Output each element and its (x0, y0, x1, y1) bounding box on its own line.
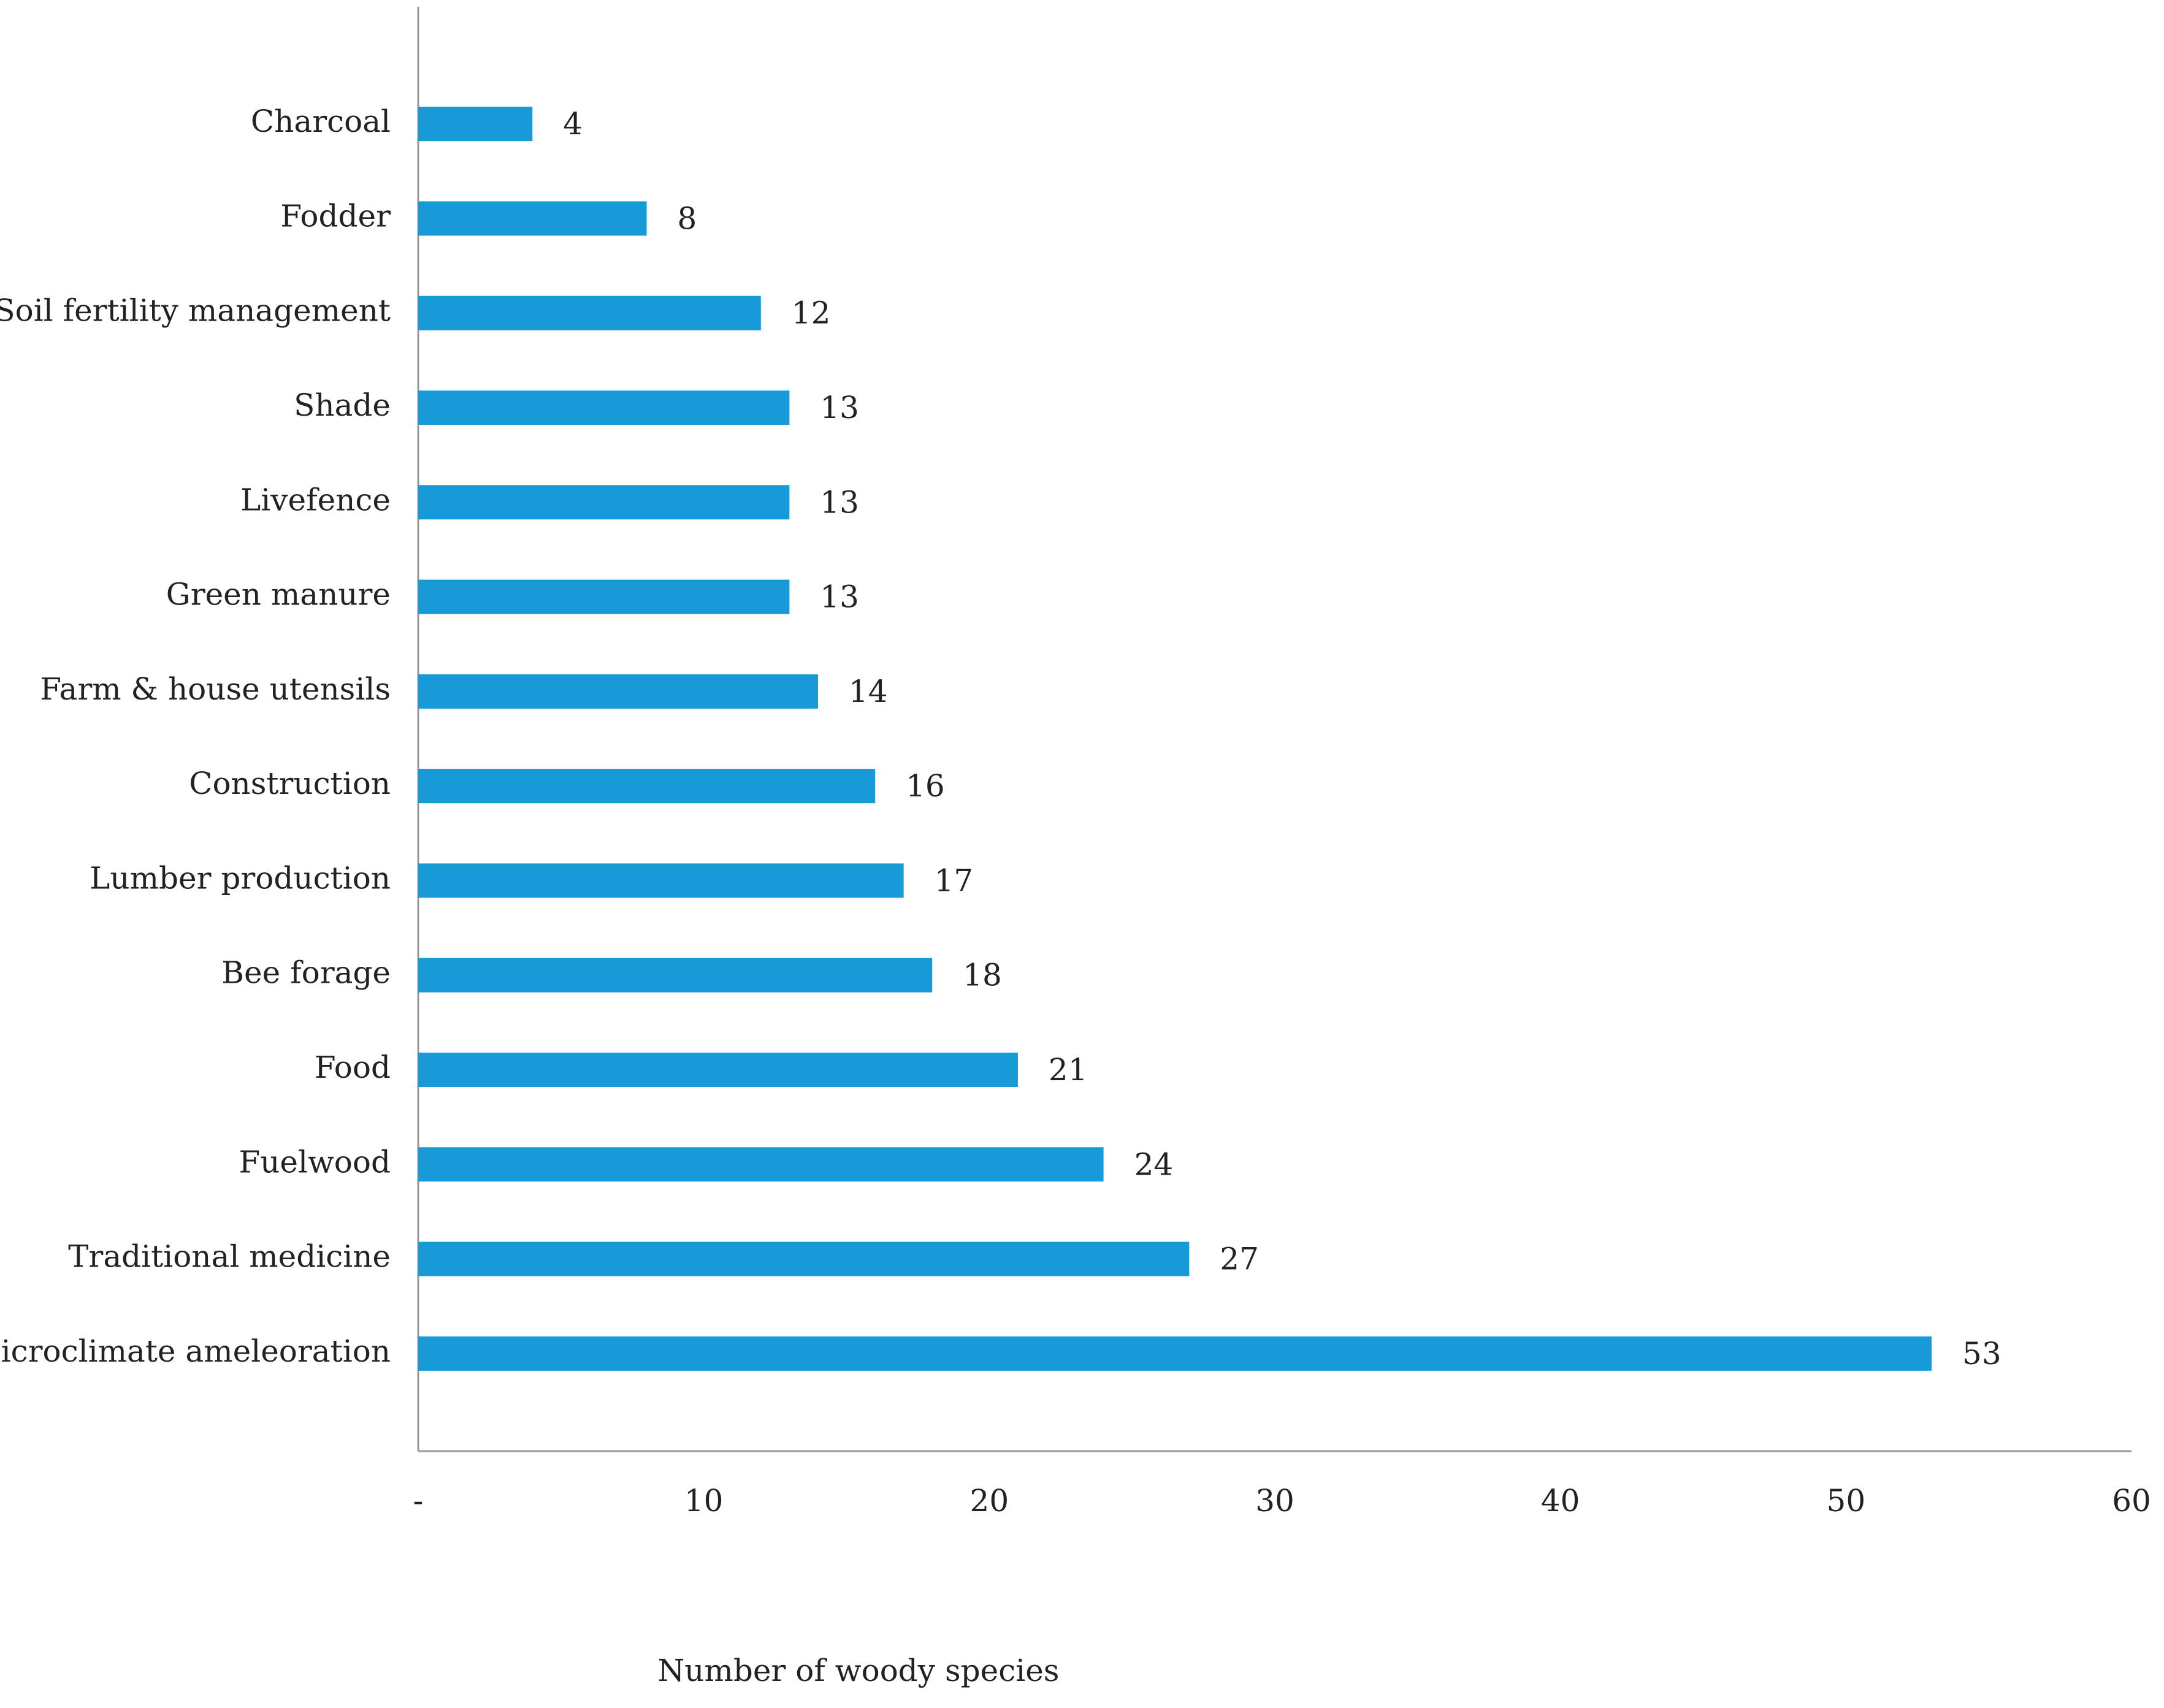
y-tick-label: Construction (189, 766, 391, 801)
bar (418, 1241, 1190, 1276)
bar (418, 579, 790, 614)
x-tick-label: 40 (1541, 1483, 1580, 1519)
value-label: 16 (906, 768, 945, 804)
y-tick-label: Traditional medicine (68, 1239, 391, 1275)
bar (418, 1053, 1018, 1087)
value-label: 8 (678, 200, 697, 236)
y-tick-label: Bee forage (221, 955, 391, 991)
value-label: 4 (563, 106, 583, 142)
x-tick-label: 30 (1255, 1483, 1294, 1519)
value-label: 12 (792, 295, 831, 331)
x-axis-title: Number of woody species (658, 1653, 1060, 1688)
value-label: 17 (935, 863, 974, 898)
bar (418, 674, 818, 709)
x-tick-label: 50 (1827, 1483, 1866, 1519)
value-label: 21 (1049, 1052, 1088, 1088)
y-tick-label: Farm & house utensils (40, 671, 391, 707)
bar (418, 107, 533, 142)
y-tick-label: Shade (294, 387, 391, 423)
bar (418, 1336, 1932, 1371)
value-label: 14 (849, 674, 888, 709)
x-tick-label: - (413, 1483, 424, 1519)
x-tick-label: 60 (2112, 1483, 2151, 1519)
y-tick-label: Charcoal (251, 104, 391, 139)
bar (418, 769, 876, 804)
y-tick-label: Soil fertility management (0, 293, 391, 329)
value-label: 24 (1134, 1146, 1174, 1182)
bar (418, 958, 933, 993)
y-tick-label: Fodder (280, 198, 391, 234)
x-tick-label: 20 (970, 1483, 1009, 1519)
bar (418, 201, 647, 236)
bar (418, 295, 761, 330)
value-label: 53 (1962, 1336, 2002, 1371)
y-tick-label: Livefence (240, 482, 391, 517)
value-label: 13 (820, 390, 859, 425)
bar (418, 391, 790, 425)
y-tick-label: Green manure (166, 577, 391, 612)
value-label: 13 (820, 484, 859, 520)
value-label: 27 (1220, 1241, 1259, 1277)
y-tick-label: Microclimate ameleoration (0, 1333, 391, 1369)
bar (418, 1147, 1104, 1182)
value-label: 13 (820, 579, 859, 615)
bar (418, 485, 790, 520)
y-tick-label: Food (315, 1050, 391, 1085)
bar (418, 863, 904, 898)
value-label: 18 (963, 958, 1002, 993)
y-tick-label: Lumber production (90, 860, 391, 896)
x-tick-label: 10 (684, 1483, 724, 1519)
y-tick-label: Fuelwood (239, 1144, 391, 1180)
